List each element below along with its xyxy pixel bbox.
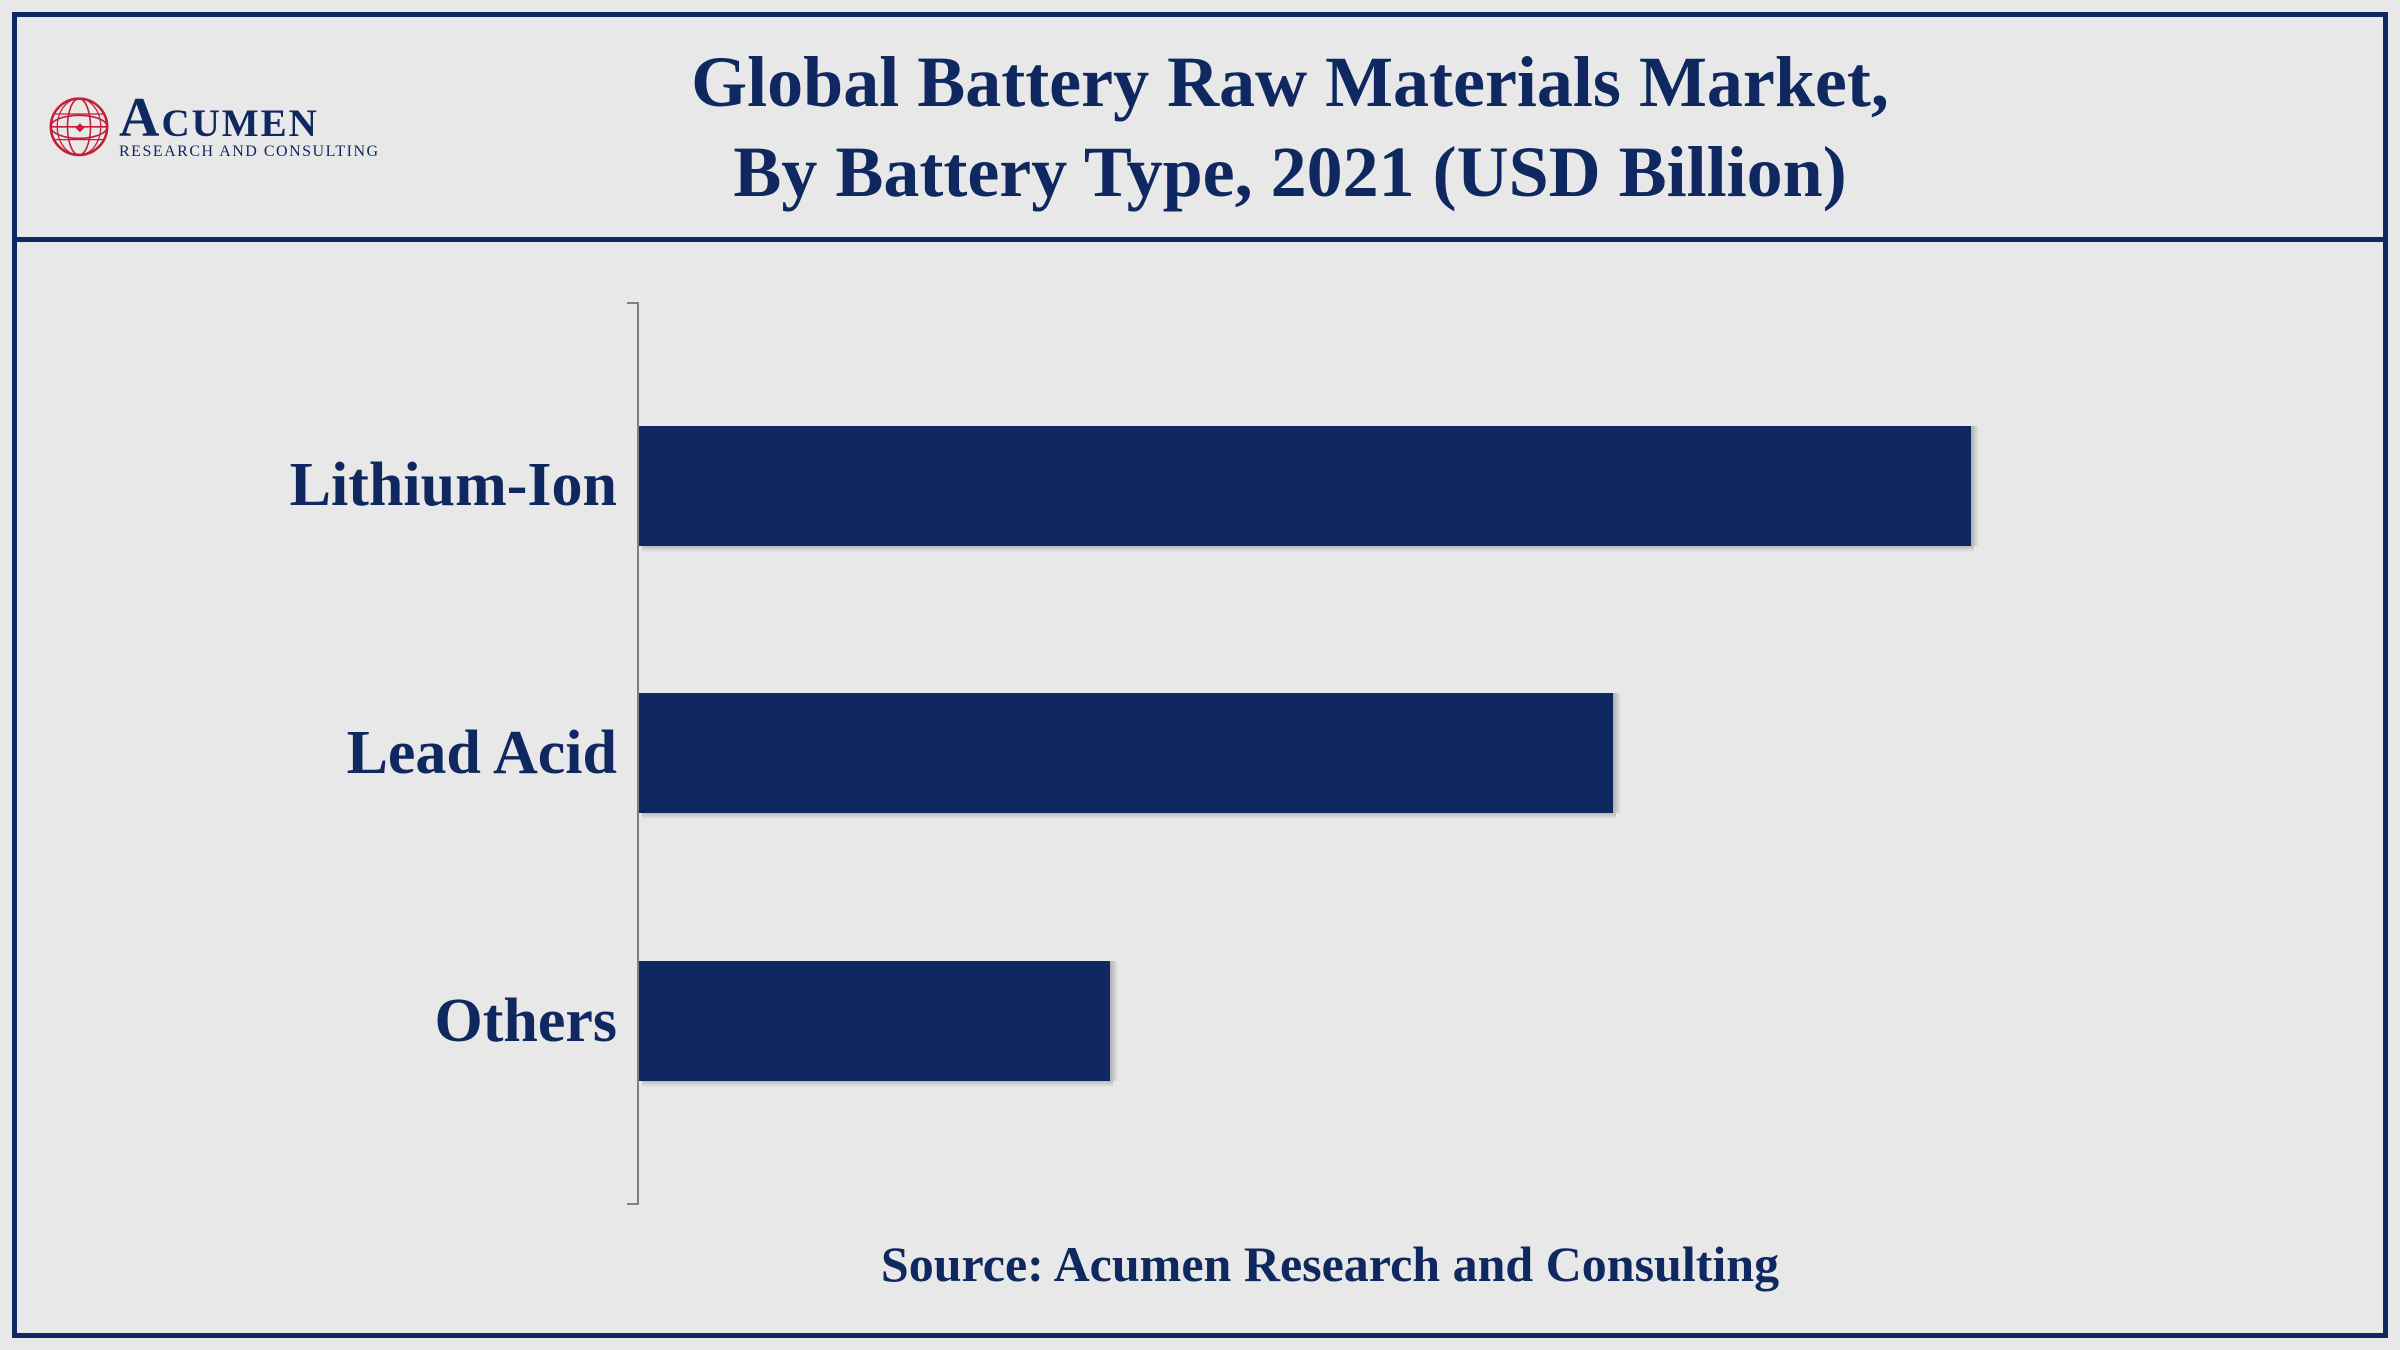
category-label-0: Lithium-Ion bbox=[137, 450, 617, 521]
bar-row-2 bbox=[639, 961, 2263, 1081]
bar-2 bbox=[639, 961, 1110, 1081]
header-section: Acumen RESEARCH AND CONSULTING Global Ba… bbox=[17, 17, 2383, 242]
plot-area bbox=[637, 302, 2263, 1205]
title-container: Global Battery Raw Materials Market, By … bbox=[47, 37, 2353, 217]
logo-tagline: RESEARCH AND CONSULTING bbox=[119, 143, 380, 161]
title-line-1: Global Battery Raw Materials Market, bbox=[691, 42, 1889, 122]
globe-icon bbox=[47, 95, 111, 159]
category-label-2: Others bbox=[137, 986, 617, 1057]
logo: Acumen RESEARCH AND CONSULTING bbox=[47, 93, 380, 161]
bar-1 bbox=[639, 693, 1613, 813]
bars-container bbox=[639, 302, 2263, 1205]
logo-text: Acumen RESEARCH AND CONSULTING bbox=[119, 93, 380, 161]
axis-tick-top bbox=[627, 302, 639, 304]
title-line-2: By Battery Type, 2021 (USD Billion) bbox=[733, 132, 1846, 212]
source-text: Source: Acumen Research and Consulting bbox=[397, 1205, 2263, 1313]
axis-tick-bottom bbox=[627, 1203, 639, 1205]
bar-0 bbox=[639, 426, 1971, 546]
category-label-1: Lead Acid bbox=[137, 718, 617, 789]
chart-area: Lithium-Ion Lead Acid Others bbox=[137, 302, 2263, 1205]
logo-name: Acumen bbox=[119, 93, 380, 143]
y-axis-labels: Lithium-Ion Lead Acid Others bbox=[137, 302, 637, 1205]
bar-row-0 bbox=[639, 426, 2263, 546]
chart-title: Global Battery Raw Materials Market, By … bbox=[227, 37, 2353, 217]
chart-frame: Acumen RESEARCH AND CONSULTING Global Ba… bbox=[12, 12, 2388, 1338]
chart-body: Lithium-Ion Lead Acid Others bbox=[17, 242, 2383, 1333]
bar-row-1 bbox=[639, 693, 2263, 813]
